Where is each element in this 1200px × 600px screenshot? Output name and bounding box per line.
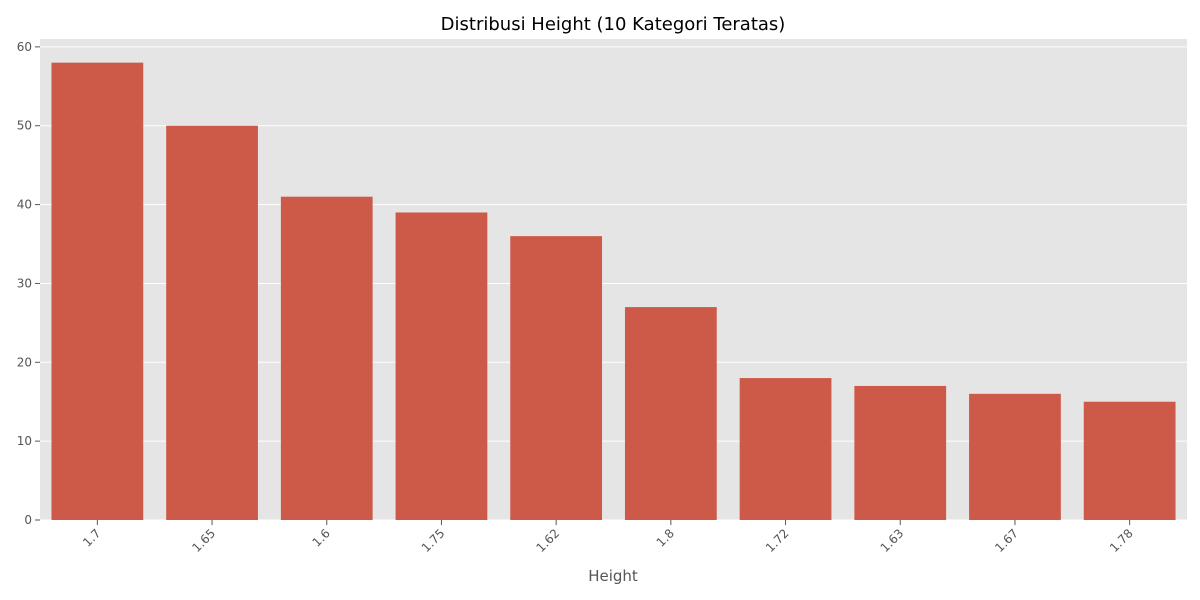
x-tick-label: 1.78 [1107,526,1136,555]
x-tick-label: 1.67 [992,526,1021,555]
bar [51,62,144,521]
bars [51,62,1176,521]
bar [739,378,832,520]
bar [1083,401,1176,520]
bar [624,307,717,520]
x-tick-label: 1.72 [763,526,792,555]
bar [280,196,373,520]
x-axis-ticks: 1.7 1.65 1.6 1.75 1.62 1.8 1.72 1.63 1.67 1.78 [80,520,1136,555]
x-tick-label: 1.63 [878,526,907,555]
y-tick-label: 40 [17,198,32,212]
bar [510,236,603,520]
y-tick-label: 30 [17,276,32,290]
x-tick-label: 1.8 [654,526,677,549]
chart-title: Distribusi Height (10 Kategori Teratas) [441,14,786,35]
x-axis-label: Height [588,567,638,585]
x-tick-label: 1.65 [189,526,218,555]
bar [969,393,1061,520]
y-tick-label: 60 [17,40,32,54]
y-axis-ticks: 0 10 20 30 40 50 60 [17,40,40,527]
bar [166,125,258,520]
y-tick-label: 0 [24,513,32,527]
x-tick-label: 1.7 [80,526,103,549]
bar [395,212,488,520]
x-tick-label: 1.75 [419,526,448,555]
x-tick-label: 1.62 [533,526,562,555]
y-tick-label: 20 [17,355,32,369]
x-tick-label: 1.6 [309,526,332,549]
y-tick-label: 10 [17,434,32,448]
bar [854,385,947,520]
y-tick-label: 50 [17,119,32,133]
